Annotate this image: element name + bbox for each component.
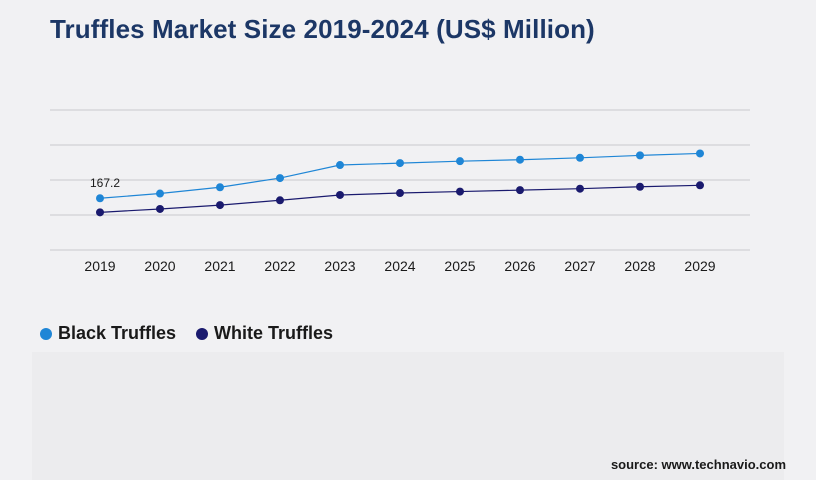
data-point-black-truffles-2027: [576, 153, 584, 162]
legend-marker-white-truffles: [196, 327, 209, 340]
data-point-black-truffles-2021: [216, 183, 224, 192]
data-point-black-truffles-2022: [276, 174, 284, 183]
data-point-white-truffles-2020: [156, 204, 164, 213]
data-point-white-truffles-2029: [696, 181, 704, 190]
legend-label-white-truffles: White Truffles: [214, 323, 334, 343]
x-tick-label-2028: 2028: [624, 258, 655, 274]
background-panel: [32, 352, 784, 480]
data-point-black-truffles-2023: [336, 161, 344, 170]
data-point-white-truffles-2028: [636, 182, 644, 191]
data-point-black-truffles-2019: [96, 194, 104, 203]
data-point-black-truffles-2025: [456, 157, 464, 166]
data-point-white-truffles-2023: [336, 190, 344, 199]
data-label: 167.2: [90, 176, 120, 190]
data-point-white-truffles-2027: [576, 184, 584, 193]
legend: Black Truffles White Truffles: [40, 323, 333, 344]
data-point-white-truffles-2026: [516, 186, 524, 195]
x-tick-label-2022: 2022: [264, 258, 295, 274]
data-point-white-truffles-2025: [456, 187, 464, 196]
x-tick-label-2029: 2029: [684, 258, 715, 274]
data-point-white-truffles-2024: [396, 189, 404, 198]
chart-title: Truffles Market Size 2019-2024 (US$ Mill…: [50, 14, 595, 44]
data-point-black-truffles-2020: [156, 189, 164, 198]
data-point-black-truffles-2024: [396, 159, 404, 168]
legend-item-white-truffles[interactable]: White Truffles: [196, 323, 333, 344]
legend-marker-black-truffles: [40, 327, 52, 340]
line-chart: 2019 2020 2021 2022 2023 2024 2025 2026 2027 2028…: [50, 109, 750, 274]
data-point-white-truffles-2021: [216, 201, 224, 210]
legend-label-black-truffles: Black Truffles: [58, 323, 177, 343]
x-tick-label-2023: 2023: [324, 258, 355, 274]
source-note: source: www.technavio.com: [610, 457, 786, 472]
x-tick-label-2026: 2026: [504, 258, 535, 274]
data-point-black-truffles-2026: [516, 155, 524, 164]
data-point-black-truffles-2029: [696, 149, 704, 158]
legend-item-black-truffles[interactable]: Black Truffles: [40, 323, 176, 344]
x-tick-label-2025: 2025: [444, 258, 475, 274]
data-point-white-truffles-2022: [276, 196, 284, 205]
x-tick-label-2021: 2021: [204, 258, 235, 274]
data-point-black-truffles-2028: [636, 151, 644, 160]
x-tick-label-2027: 2027: [564, 258, 595, 274]
x-tick-label-2024: 2024: [384, 258, 415, 274]
x-tick-label-2019: 2019: [84, 258, 115, 274]
data-point-white-truffles-2019: [96, 208, 104, 217]
x-tick-label-2020: 2020: [144, 258, 175, 274]
